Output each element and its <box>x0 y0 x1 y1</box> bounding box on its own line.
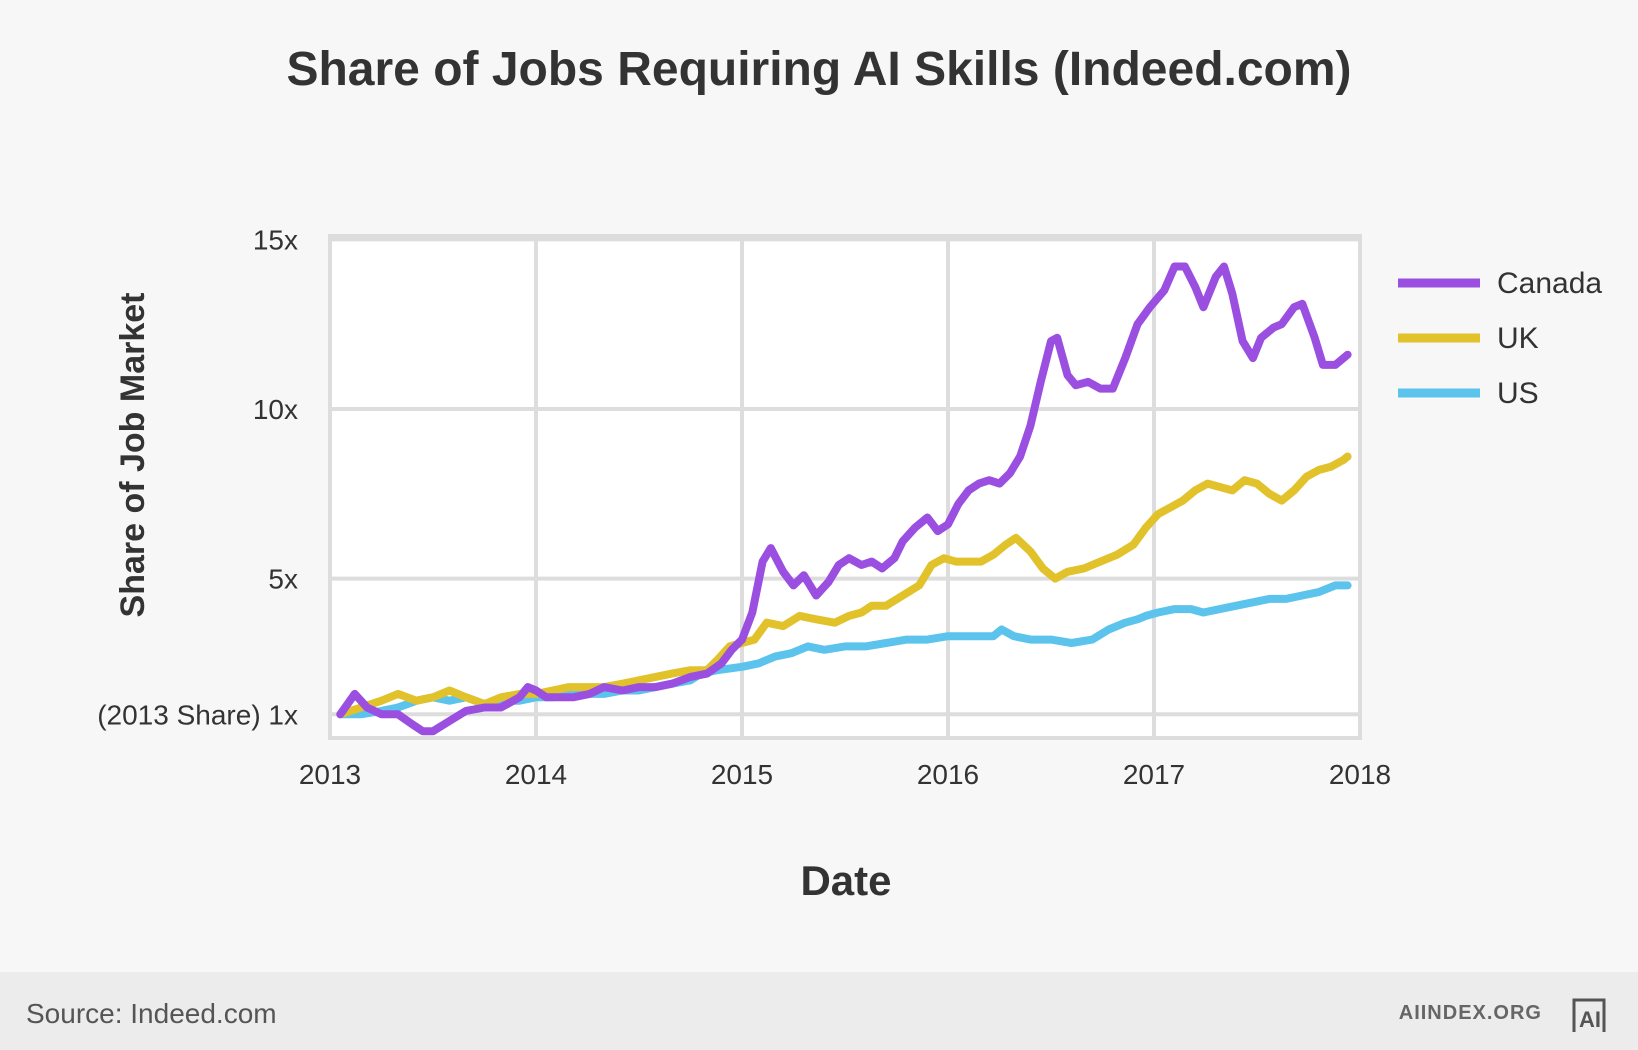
plot-area <box>328 234 1362 740</box>
y-tick-label: (2013 Share) 1x <box>97 699 298 730</box>
legend-label-us: US <box>1497 377 1539 410</box>
axis-ticks: 2013 2014 2015 2016 2017 2018 (2013 Share) 1x 5… <box>97 224 1391 790</box>
legend-label-canada: Canada <box>1497 267 1602 300</box>
y-tick-label: 5x <box>268 564 298 595</box>
x-axis-label: Date <box>800 857 891 904</box>
source-text: Source: Indeed.com <box>26 998 277 1029</box>
svg-text:AI: AI <box>1579 1007 1601 1032</box>
x-tick-label: 2015 <box>711 759 773 790</box>
series-lines <box>336 262 1352 736</box>
x-tick-label: 2014 <box>505 759 567 790</box>
footer: Source: Indeed.com AIINDEX.ORG AI <box>0 972 1638 1050</box>
series-line-canada <box>336 262 1352 736</box>
y-tick-label: 10x <box>253 394 298 425</box>
line-chart: 2013 2014 2015 2016 2017 2018 (2013 Share) 1x 5… <box>97 224 1602 904</box>
x-tick-label: 2016 <box>917 759 979 790</box>
grid <box>328 234 1362 740</box>
x-tick-label: 2018 <box>1329 759 1391 790</box>
chart-title: Share of Jobs Requiring AI Skills (Indee… <box>286 43 1352 96</box>
legend: Canada UK US <box>1398 267 1602 410</box>
brand-link[interactable]: AIINDEX.ORG <box>1398 1002 1542 1024</box>
x-tick-label: 2017 <box>1123 759 1185 790</box>
series-line-uk <box>336 452 1352 719</box>
y-axis-label: Share of Job Market <box>114 293 152 618</box>
ai-index-logo-icon: AI <box>1572 998 1606 1032</box>
legend-label-uk: UK <box>1497 322 1539 355</box>
y-tick-label: 15x <box>253 224 298 255</box>
x-tick-label: 2013 <box>299 759 361 790</box>
